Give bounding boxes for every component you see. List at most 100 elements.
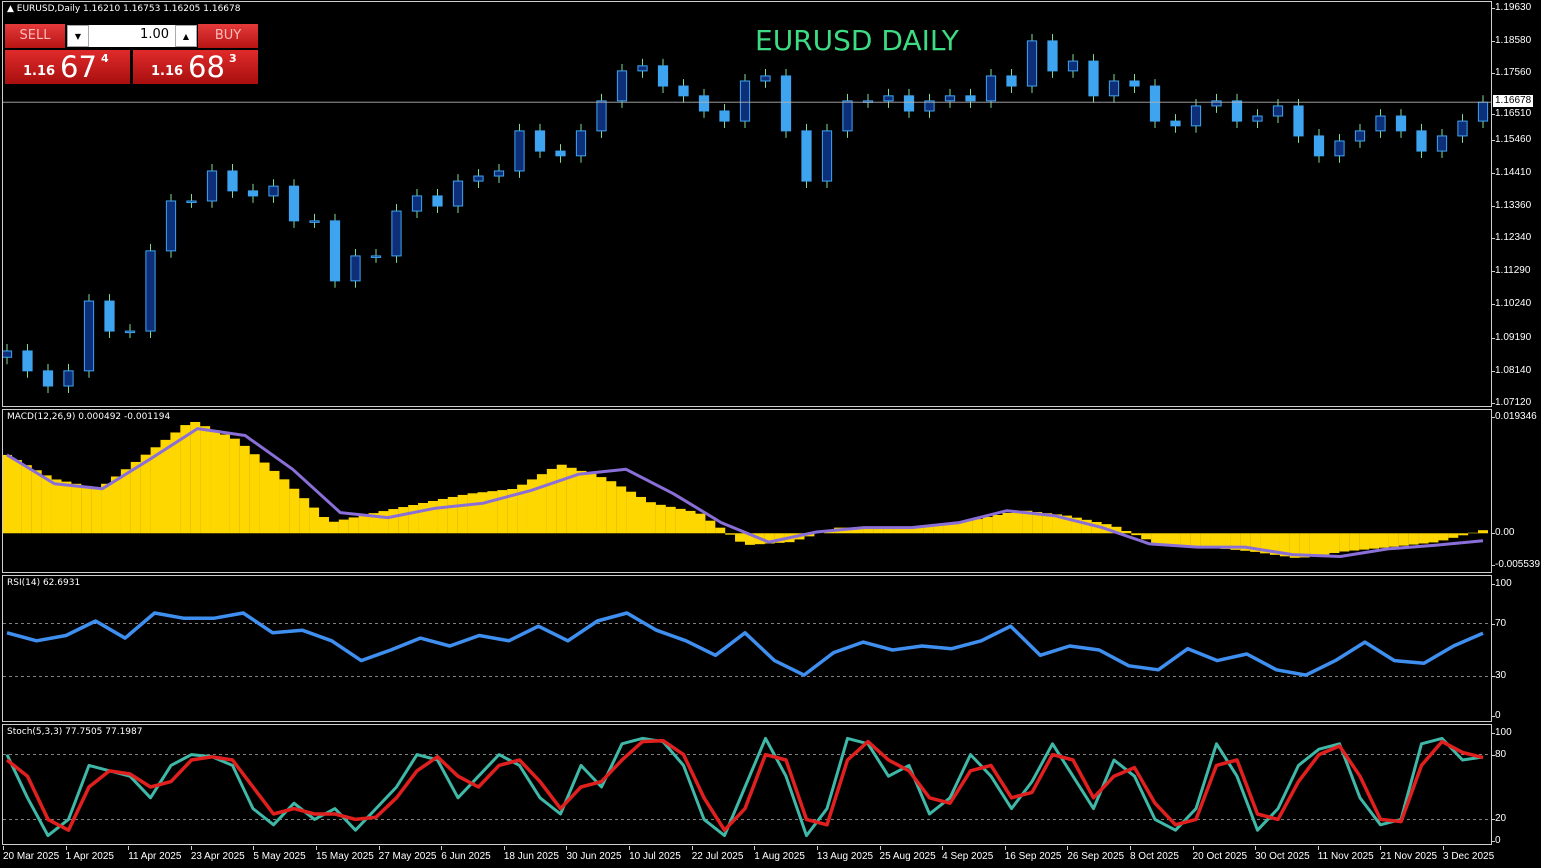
candle-bull: [268, 185, 279, 197]
macd-histogram-bar: [1180, 533, 1191, 547]
macd-histogram-bar: [279, 479, 290, 534]
time-tick: 6 Jun 2025: [441, 846, 491, 862]
time-tick: 30 Oct 2025: [1255, 846, 1310, 862]
macd-histogram-bar: [150, 447, 161, 534]
macd-histogram-bar: [1151, 533, 1162, 544]
rsi-tick: 70: [1490, 617, 1507, 629]
candle-bull: [124, 330, 136, 334]
lot-size-field[interactable]: ▼ 1.00 ▲: [67, 25, 197, 47]
candle-bull: [944, 95, 956, 102]
one-click-trading-panel: SELL ▼ 1.00 ▲ BUY 1.16 67 4 1.16 68 3: [5, 24, 258, 84]
price-tick: 1.09190: [1490, 331, 1532, 343]
macd-histogram-bar: [427, 500, 438, 534]
macd-histogram-bar: [943, 523, 954, 534]
candle-bear: [1313, 135, 1325, 157]
candle-bull: [165, 200, 177, 252]
macd-histogram-bar: [1458, 533, 1469, 536]
macd-histogram-bar: [873, 527, 884, 534]
macd-histogram-bar: [556, 464, 567, 534]
macd-histogram-bar: [229, 438, 240, 534]
macd-histogram-bar: [1061, 515, 1072, 534]
rsi-panel[interactable]: RSI(14) 62.6931: [2, 575, 1492, 722]
macd-histogram-bar: [507, 489, 518, 534]
macd-histogram-bar: [883, 527, 894, 534]
macd-histogram-bar: [1339, 533, 1350, 552]
lot-decrease-icon[interactable]: ▼: [67, 25, 89, 47]
macd-histogram-bar: [1309, 533, 1320, 556]
time-tick: 13 Aug 2025: [816, 846, 874, 862]
candle-bull: [391, 210, 402, 257]
macd-histogram-bar: [1408, 533, 1419, 545]
macd-histogram-bar: [1448, 533, 1459, 538]
time-tick: 30 Jun 2025: [566, 846, 622, 862]
macd-histogram-bar: [358, 515, 369, 534]
macd-histogram-bar: [1141, 533, 1152, 540]
candle-bull: [883, 95, 894, 102]
macd-histogram-bar: [992, 515, 1003, 534]
macd-histogram-bar: [933, 524, 944, 534]
stochastic-panel[interactable]: Stoch(5,3,3) 77.7505 77.1987: [2, 724, 1492, 845]
macd-histogram-bar: [1121, 530, 1132, 534]
candle-bull: [63, 370, 74, 387]
time-tick: 8 Oct 2025: [1129, 846, 1179, 862]
buy-button[interactable]: BUY: [198, 24, 258, 48]
stochastic-chart: [3, 736, 1491, 838]
macd-chart: [3, 422, 1488, 558]
candle-bull: [1375, 115, 1386, 132]
macd-histogram-bar: [41, 475, 52, 534]
macd-histogram-bar: [467, 493, 478, 534]
macd-histogram-bar: [536, 474, 547, 534]
macd-histogram-bar: [645, 502, 656, 534]
time-tick: 1 Aug 2025: [754, 846, 805, 862]
time-tick: 20 Mar 2025: [3, 846, 60, 862]
macd-histogram-bar: [130, 461, 141, 534]
price-tick: 1.15460: [1490, 133, 1532, 145]
candle-bull: [1026, 40, 1038, 87]
candle-bear: [780, 75, 792, 132]
time-tick: 11 Apr 2025: [128, 846, 182, 862]
macd-histogram-bar: [962, 520, 973, 534]
lot-value[interactable]: 1.00: [140, 27, 169, 42]
candle-bull: [1354, 130, 1366, 142]
lot-increase-icon[interactable]: ▲: [175, 25, 197, 47]
sell-button[interactable]: SELL: [5, 24, 65, 48]
macd-histogram-bar: [616, 486, 627, 534]
macd-panel[interactable]: MACD(12,26,9) 0.000492 -0.001194: [2, 409, 1492, 573]
macd-histogram-bar: [576, 470, 587, 534]
chart-title: EURUSD DAILY: [755, 24, 959, 57]
macd-histogram-bar: [735, 533, 746, 542]
macd-histogram-bar: [903, 526, 914, 534]
macd-histogram-bar: [487, 491, 498, 534]
macd-histogram-bar: [457, 494, 468, 534]
candle-bull: [1252, 115, 1263, 122]
macd-tick: -0.005539: [1490, 559, 1541, 570]
macd-histogram-bar: [913, 526, 924, 534]
macd-histogram-bar: [3, 454, 12, 534]
time-tick: 18 Jun 2025: [503, 846, 559, 862]
buy-price[interactable]: 1.16 68 3: [133, 50, 258, 84]
macd-title: MACD(12,26,9) 0.000492 -0.001194: [7, 412, 171, 422]
macd-histogram-bar: [1359, 533, 1370, 550]
candle-bear: [719, 110, 730, 122]
candle-bull: [842, 100, 853, 132]
macd-histogram-bar: [1220, 533, 1231, 549]
price-tick: 1.13360: [1490, 199, 1532, 211]
macd-histogram-bar: [764, 533, 775, 544]
sell-price[interactable]: 1.16 67 4: [5, 50, 130, 84]
macd-histogram-bar: [1111, 526, 1122, 534]
macd-histogram-bar: [348, 517, 359, 534]
macd-histogram-bar: [1210, 533, 1221, 548]
candle-bull: [186, 200, 197, 203]
macd-histogram-bar: [91, 488, 102, 534]
candle-bear: [1149, 85, 1161, 122]
macd-signal-line: [6, 427, 1484, 558]
macd-histogram-bar: [170, 432, 181, 534]
macd-histogram-bar: [952, 521, 963, 534]
rsi-chart: [3, 611, 1491, 677]
time-tick: 23 Apr 2025: [190, 846, 245, 862]
macd-histogram-bar: [110, 476, 121, 534]
macd-histogram-bar: [1052, 514, 1063, 534]
candle-bear: [657, 65, 669, 87]
candle-bull: [1190, 105, 1202, 127]
candle-bull: [411, 195, 423, 212]
